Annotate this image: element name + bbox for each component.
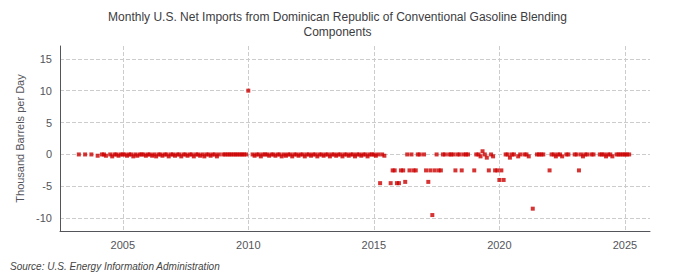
svg-text:2025: 2025 [613,239,637,251]
svg-text:-5: -5 [42,180,52,192]
svg-text:15: 15 [40,53,52,65]
svg-text:Source: U.S. Energy Informatio: Source: U.S. Energy Information Administ… [10,261,220,272]
svg-text:Thousand Barrels per Day: Thousand Barrels per Day [14,74,26,203]
svg-text:2005: 2005 [111,239,135,251]
svg-text:-10: -10 [36,212,52,224]
svg-text:2015: 2015 [362,239,386,251]
svg-text:Components: Components [303,25,371,39]
svg-text:0: 0 [46,148,52,160]
svg-text:Monthly U.S. Net Imports from: Monthly U.S. Net Imports from Dominican … [108,10,567,24]
svg-text:2010: 2010 [236,239,260,251]
svg-text:10: 10 [40,85,52,97]
svg-text:2020: 2020 [487,239,511,251]
svg-text:5: 5 [46,117,52,129]
